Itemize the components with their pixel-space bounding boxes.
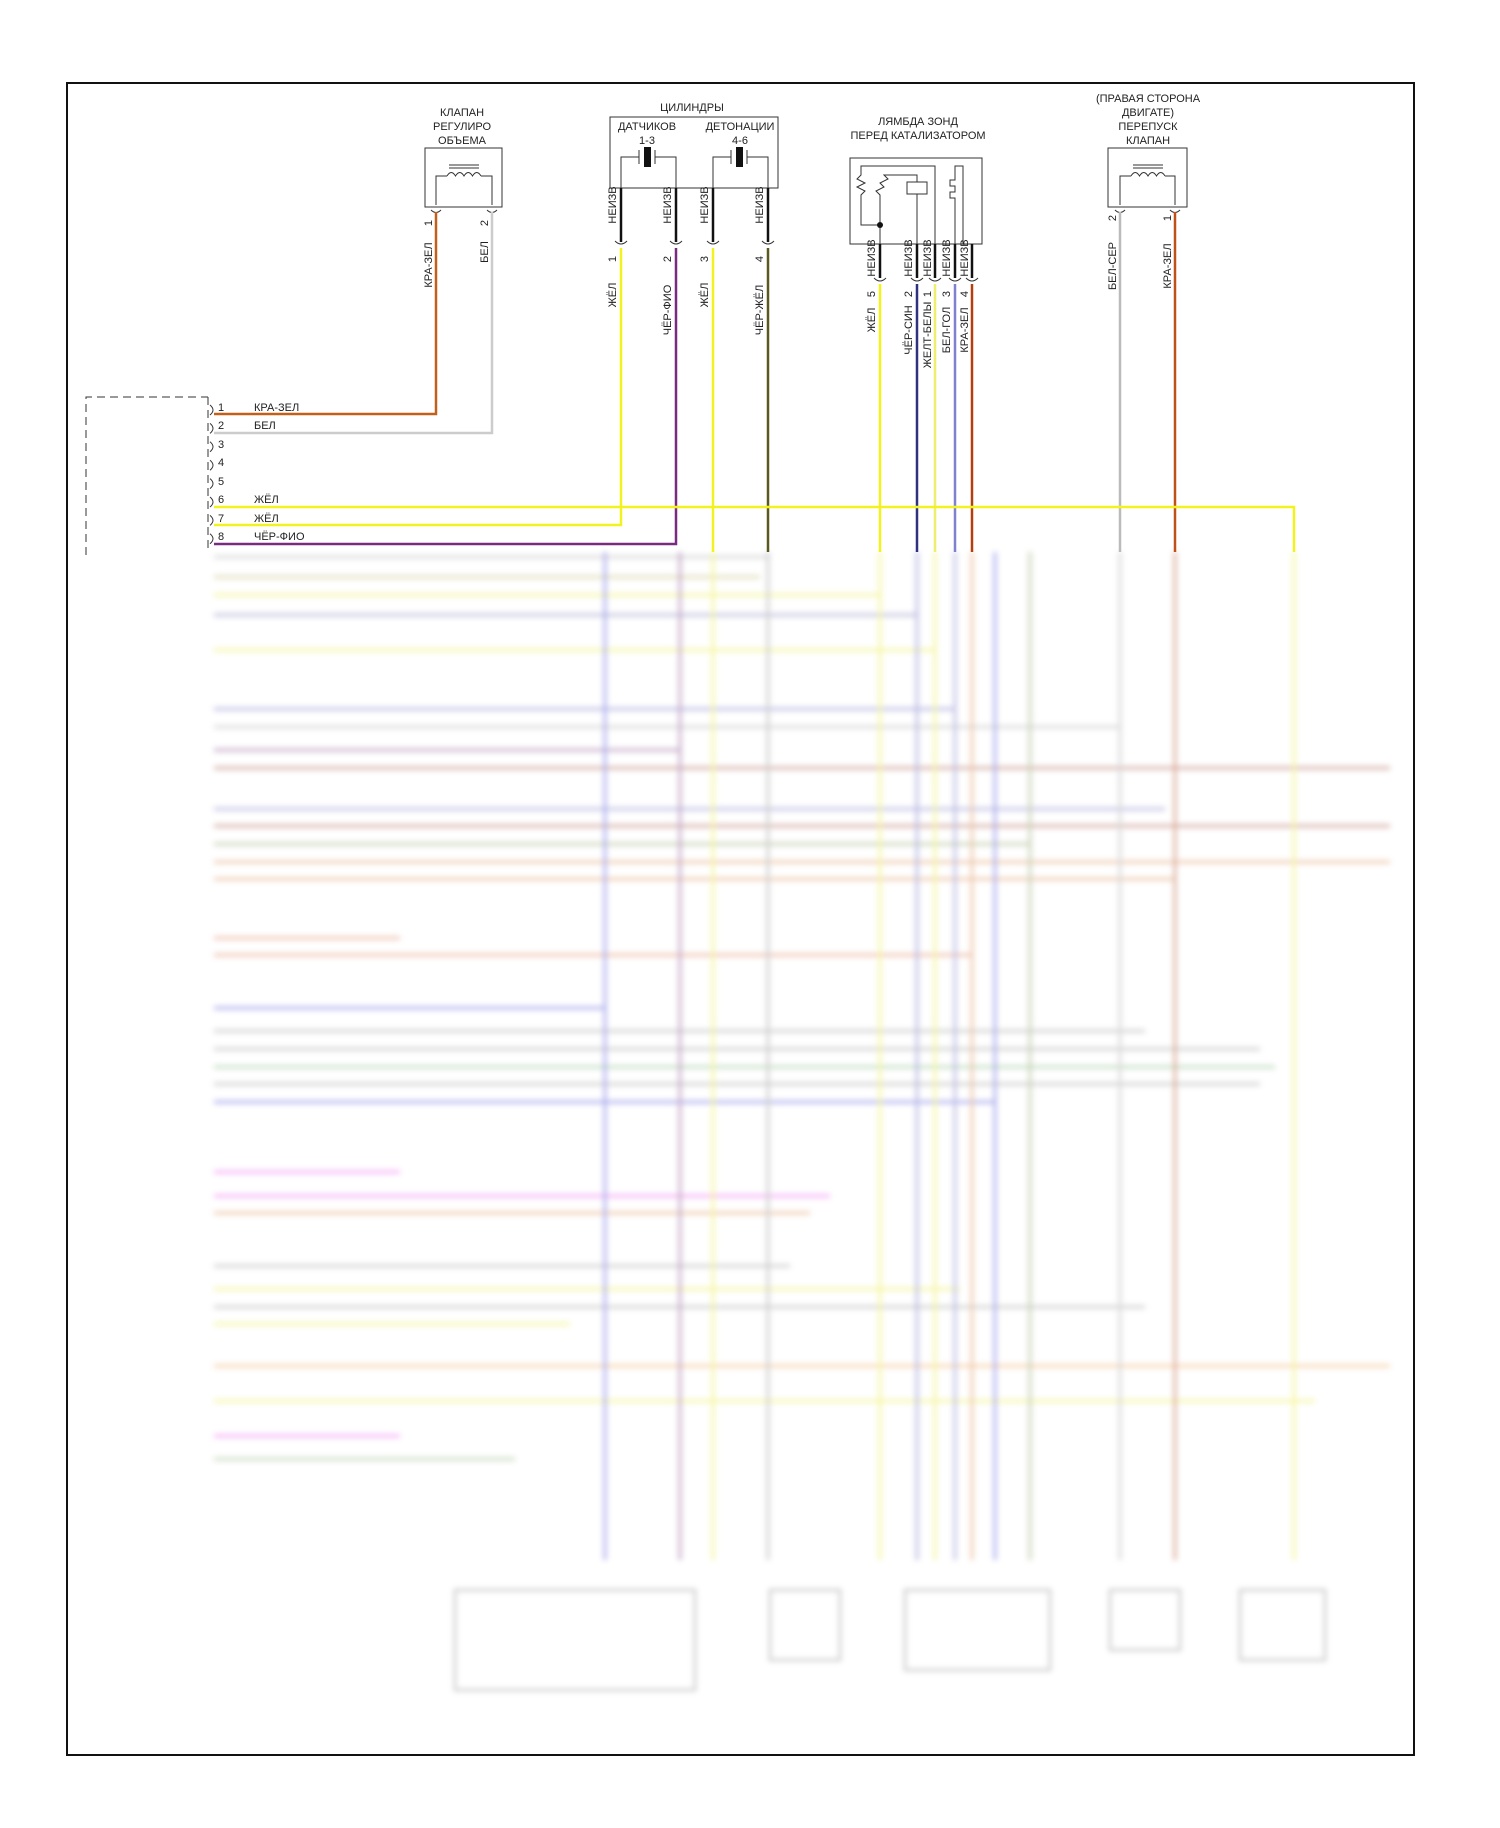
lambda-sensor: ЛЯМБДА ЗОНД ПЕРЕД КАТАЛИЗАТОРОМ НЕИЗВ НЕ… — [849, 116, 986, 369]
cyl-pin-2: 2 — [662, 256, 674, 262]
ecu-pin-7-num: 7 — [218, 513, 224, 525]
volume-control-valve: КЛАПАН РЕГУЛИРО ОБЪЕМА 1 2 КРА-ЗЕЛ БЕЛ — [423, 107, 503, 288]
connector-pin-icon — [209, 533, 214, 545]
valve-left-title-1: КЛАПАН — [440, 107, 484, 119]
ecu-connector: 1 КРА-ЗЕЛ 2 БЕЛ 3 4 5 6 ЖЁЛ 7 ЖЁЛ 8 ЧЁР-… — [85, 396, 305, 555]
ecu-pin-1-wire: КРА-ЗЕЛ — [254, 402, 299, 414]
connector-pin-icon — [209, 515, 214, 526]
cyl-wire-4: ЧЁР-ЖЁЛ — [754, 285, 766, 335]
sensor-4-6-icon — [712, 150, 769, 188]
valve-right-title-2: ДВИГАТЕ) — [1122, 107, 1174, 119]
diagram-frame — [66, 82, 1415, 1756]
heater-resistor-icon — [855, 165, 936, 244]
ecu-pin-2-num: 2 — [218, 420, 224, 432]
ecu-pin-1-num: 1 — [218, 402, 224, 414]
knock-sensors: ЦИЛИНДРЫ ДАТЧИКОВ ДЕТОНАЦИИ 1-3 4-6 НЕИЗ… — [607, 102, 779, 335]
valve-right-pin-2: 2 — [1107, 215, 1119, 221]
lambda-title-2: ПЕРЕД КАТАЛИЗАТОРОМ — [850, 130, 985, 142]
valve-left-title-3: ОБЪЕМА — [438, 135, 487, 147]
connector-pin-icon — [209, 423, 214, 434]
blurred-component — [904, 1589, 1051, 1671]
valve-right-title-3: ПЕРЕПУСК — [1118, 121, 1178, 133]
shield-label-2: НЕИЗВ — [662, 186, 674, 223]
valve-left-pin-2: 2 — [479, 220, 491, 226]
valve-right-wire-2: КРА-ЗЕЛ — [1162, 243, 1174, 288]
blurred-lower-section — [214, 552, 1390, 1691]
valve-left-pin-1: 1 — [423, 220, 435, 226]
valve-left-title-2: РЕГУЛИРО — [433, 121, 491, 133]
blurred-component — [454, 1589, 696, 1691]
lambda-wire-2: ЧЁР-СИН — [903, 305, 915, 355]
range-4-6: 4-6 — [732, 135, 748, 147]
ecu-pin-3-num: 3 — [218, 439, 224, 451]
lambda-pin-3: 3 — [941, 291, 953, 297]
connector-pin-icon — [209, 496, 214, 508]
cyl-wire-2: ЧЁР-ФИО — [662, 284, 674, 335]
range-1-3: 1-3 — [639, 135, 655, 147]
ecu-pin-7-wire: ЖЁЛ — [254, 513, 279, 525]
lambda-shield-3: НЕИЗВ — [922, 239, 934, 276]
lambda-shield-1: НЕИЗВ — [866, 239, 878, 276]
ecu-pin-6-wire: ЖЁЛ — [254, 494, 279, 506]
wire-kra-zel — [214, 212, 438, 416]
bypass-valve: (ПРАВАЯ СТОРОНА ДВИГАТЕ) ПЕРЕПУСК КЛАПАН… — [1096, 93, 1201, 290]
connector-pin-icon — [209, 459, 214, 471]
lambda-pin-4: 4 — [959, 291, 971, 297]
blurred-component — [1239, 1589, 1326, 1661]
lambda-wire-1: ЖЁЛ — [866, 308, 878, 333]
lambda-wire-5: КРА-ЗЕЛ — [959, 307, 971, 352]
ecu-pin-6-num: 6 — [218, 494, 224, 506]
cyl-wire-1: ЖЁЛ — [607, 283, 619, 308]
valve-right-wire-1: БЕЛ-СЕР — [1107, 242, 1119, 290]
ecu-pin-5-num: 5 — [218, 476, 224, 488]
ecu-outline — [85, 396, 208, 555]
ecu-pin-8-wire: ЧЁР-ФИО — [254, 531, 305, 543]
shield-label-3: НЕИЗВ — [699, 186, 711, 223]
blurred-component — [769, 1589, 841, 1661]
connector-pin-icon — [209, 404, 214, 416]
lambda-pin-2: 2 — [903, 291, 915, 297]
lambda-title-1: ЛЯМБДА ЗОНД — [878, 116, 958, 128]
knock-sensors-label: ДАТЧИКОВ — [618, 121, 676, 133]
shield-label-4: НЕИЗВ — [754, 186, 766, 223]
cyl-wire-3: ЖЁЛ — [699, 283, 711, 308]
coil-icon — [435, 175, 493, 205]
blurred-component — [1109, 1589, 1181, 1651]
valve-right-title-1: (ПРАВАЯ СТОРОНА — [1096, 93, 1201, 105]
lambda-wire-4: БЕЛ-ГОЛ — [941, 307, 953, 353]
wire-zhel-1 — [214, 248, 623, 527]
ecu-pin-8-num: 8 — [218, 531, 224, 543]
connector-pin-icon — [209, 441, 214, 453]
lambda-wire-3: ЖЕЛТ-БЕЛЫ — [922, 302, 934, 369]
cyl-pin-3: 3 — [699, 256, 711, 262]
ecu-pin-2-wire: БЕЛ — [254, 420, 276, 432]
coil-icon — [1119, 175, 1176, 205]
cyl-pin-4: 4 — [754, 256, 766, 262]
ecu-pin-4-num: 4 — [218, 457, 224, 469]
wire-zhel-6 — [214, 505, 1296, 552]
connector-pin-icon — [209, 478, 214, 489]
lambda-shield-5: НЕИЗВ — [959, 239, 971, 276]
lambda-pin-5: 5 — [866, 291, 878, 297]
wire-cher-fio — [214, 248, 678, 546]
cyl-pin-1: 1 — [607, 256, 619, 262]
lambda-shield-2: НЕИЗВ — [903, 239, 915, 276]
shield-label-1: НЕИЗВ — [607, 186, 619, 223]
wire-bel — [214, 212, 494, 435]
sensor-1-3-icon — [620, 150, 677, 188]
lambda-shield-4: НЕИЗВ — [941, 239, 953, 276]
cylinders-title: ЦИЛИНДРЫ — [660, 102, 724, 114]
valve-left-wire-1: КРА-ЗЕЛ — [423, 242, 435, 287]
lambda-pin-1: 1 — [922, 291, 934, 297]
detonation-label: ДЕТОНАЦИИ — [706, 121, 775, 133]
valve-right-pin-1: 1 — [1162, 215, 1174, 221]
valve-left-wire-2: БЕЛ — [479, 241, 491, 263]
valve-right-title-4: КЛАПАН — [1126, 135, 1170, 147]
